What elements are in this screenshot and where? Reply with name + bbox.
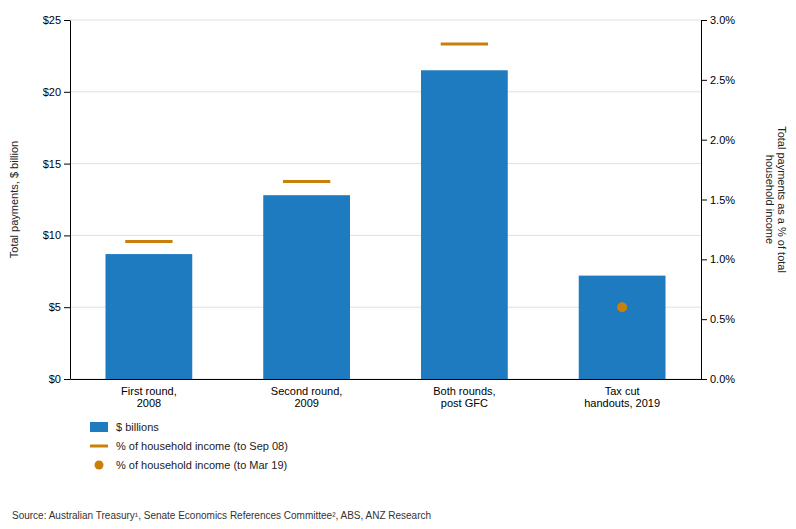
tick-mark — [64, 164, 70, 165]
y2-tick: 1.5% — [701, 194, 735, 206]
bar — [263, 195, 350, 379]
y2-tick: 0.5% — [701, 313, 735, 325]
tick-label: 1.0% — [710, 253, 735, 265]
tick-label-line: Second round, — [271, 385, 343, 397]
dash — [441, 42, 488, 45]
grid-line — [70, 91, 701, 92]
x-tick: Tax cuthandouts, 2019 — [584, 385, 660, 410]
tick-label-line: 2008 — [137, 397, 161, 409]
y-tick: $5 — [49, 301, 70, 313]
tick-mark — [701, 379, 707, 380]
tick-label: $5 — [49, 301, 61, 313]
y2-tick: 0.0% — [701, 373, 735, 385]
legend-label: % of household income (to Mar 19) — [116, 459, 287, 471]
legend-item: % of household income (to Sep 08) — [90, 440, 288, 452]
tick-mark — [701, 80, 707, 81]
tick-mark — [701, 319, 707, 320]
y-axis: $0 $5 $10 $15 $20 $25 — [43, 14, 71, 385]
y2-tick: 3.0% — [701, 14, 735, 26]
axis-line — [71, 379, 702, 380]
tick-mark — [701, 200, 707, 201]
series — [617, 302, 627, 312]
tick-label: Second round,2009 — [271, 385, 343, 410]
legend-label: % of household income (to Sep 08) — [116, 440, 288, 452]
tick-label: 1.5% — [710, 194, 735, 206]
y2-tick: 2.5% — [701, 74, 735, 86]
legend-swatch — [95, 461, 104, 470]
y2-axis-title: Total payments as a % of totalhousehold … — [764, 126, 789, 273]
tick-mark — [64, 307, 70, 308]
y2-tick: 2.0% — [701, 134, 735, 146]
dash — [283, 180, 330, 183]
x-tick: Both rounds,post GFC — [433, 385, 495, 410]
legend-label: $ billions — [116, 421, 159, 433]
x-tick: Second round,2009 — [271, 385, 343, 410]
y2-tick: 1.0% — [701, 253, 735, 265]
plot: $0 $5 $10 $15 $20 $25 0.0% 0.5% 1.0% 1.5% 2.0% 2.5%… — [43, 14, 736, 409]
tick-label: $10 — [43, 229, 61, 241]
tick-label-line: Both rounds, — [433, 385, 495, 397]
grid — [70, 20, 701, 379]
tick-label: $0 — [49, 373, 61, 385]
tick-mark — [701, 259, 707, 260]
x-axis: First round,2008 Second round,2009 Both ro… — [71, 380, 702, 410]
tick-label-line: handouts, 2019 — [584, 397, 660, 409]
tick-label: 0.5% — [710, 313, 735, 325]
y-axis-title: Total payments, $ billion — [8, 141, 20, 258]
dot — [617, 302, 627, 312]
tick-label: $15 — [43, 158, 61, 170]
legend-item: % of household income (to Mar 19) — [95, 459, 288, 471]
tick-label-line: post GFC — [441, 397, 488, 409]
tick-mark — [64, 235, 70, 236]
tick-label: Both rounds,post GFC — [433, 385, 495, 410]
tick-mark — [64, 379, 70, 380]
tick-label: 3.0% — [710, 14, 735, 26]
tick-mark — [64, 20, 70, 21]
dash — [125, 240, 172, 243]
tick-label: 2.5% — [710, 74, 735, 86]
y-tick: $10 — [43, 229, 70, 241]
tick-label-line: Tax cut — [605, 385, 640, 397]
y-tick: $20 — [43, 86, 70, 98]
y-tick: $15 — [43, 158, 70, 170]
grid-line — [70, 20, 701, 21]
tick-label: 2.0% — [710, 134, 735, 146]
y2-axis: 0.0% 0.5% 1.0% 1.5% 2.0% 2.5% 3.0% — [701, 14, 735, 385]
tick-label: $20 — [43, 86, 61, 98]
tick-label: 0.0% — [710, 373, 735, 385]
tick-label: Tax cuthandouts, 2019 — [584, 385, 660, 410]
x-tick: First round,2008 — [121, 385, 177, 410]
series — [125, 44, 488, 241]
axis-title-line: household income — [764, 155, 776, 244]
tick-label-line: 2009 — [294, 397, 318, 409]
legend-item: $ billions — [90, 421, 159, 433]
source: Source: Australian Treasury¹, Senate Eco… — [12, 510, 431, 521]
tick-label: $25 — [43, 14, 61, 26]
axis-line — [70, 21, 71, 380]
y-tick: $0 — [49, 373, 70, 385]
series — [105, 70, 665, 379]
bar — [579, 276, 666, 379]
legend-swatch — [90, 445, 108, 448]
tick-mark — [701, 140, 707, 141]
marks — [105, 44, 665, 379]
axis-title-line: Total payments as a % of total — [776, 126, 788, 273]
grid-line — [70, 235, 701, 236]
tick-mark — [701, 20, 707, 21]
tick-label: First round,2008 — [121, 385, 177, 410]
tick-mark — [64, 92, 70, 93]
legend: $ billions % of household income (to Sep … — [90, 421, 288, 471]
grid-line — [70, 163, 701, 164]
tick-label-line: First round, — [121, 385, 177, 397]
chart: $0 $5 $10 $15 $20 $25 0.0% 0.5% 1.0% 1.5% 2.0% 2.5%… — [0, 0, 796, 529]
y-tick: $25 — [43, 14, 70, 26]
legend-swatch — [90, 422, 108, 432]
bar — [105, 254, 192, 379]
bar — [421, 70, 508, 379]
